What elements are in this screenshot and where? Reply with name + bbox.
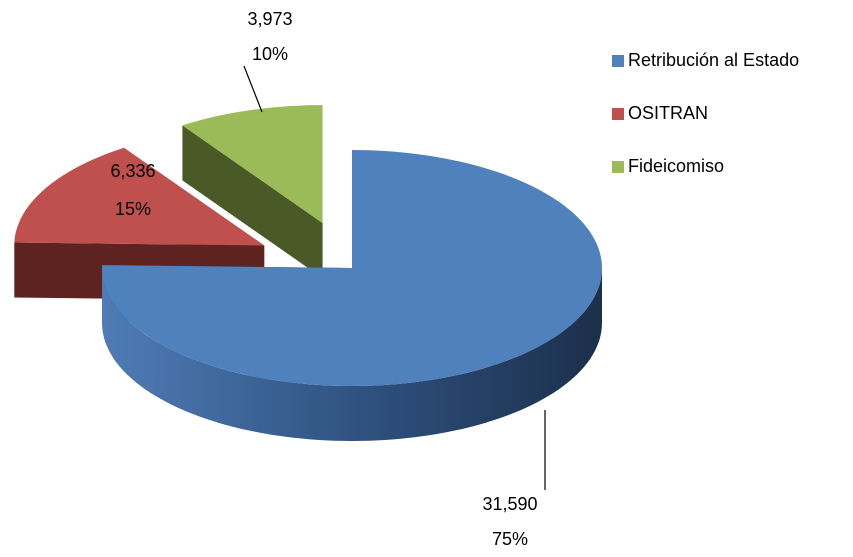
value-label: 6,336 — [110, 161, 155, 181]
slice — [102, 150, 602, 386]
value-label: 31,590 — [482, 494, 537, 514]
legend: Retribución al Estado OSITRAN Fideicomiso — [612, 50, 799, 176]
slice — [14, 147, 265, 246]
slice — [182, 105, 323, 224]
legend-swatch — [612, 161, 624, 173]
legend-label: Retribución al Estado — [628, 50, 799, 70]
percent-label: 15% — [115, 199, 151, 219]
legend-label: OSITRAN — [628, 103, 708, 123]
legend-swatch — [612, 55, 624, 67]
legend-swatch — [612, 108, 624, 120]
pie — [14, 105, 602, 441]
slice-side — [182, 125, 323, 279]
leader-line — [243, 65, 263, 113]
percent-label: 10% — [252, 44, 288, 64]
value-label: 3,973 — [247, 9, 292, 29]
legend-label: Fideicomiso — [628, 156, 724, 176]
percent-label: 75% — [492, 529, 528, 549]
labels: 31,590 75% 6,336 15% 3,973 10% — [110, 9, 546, 549]
slice-rim — [102, 268, 602, 441]
